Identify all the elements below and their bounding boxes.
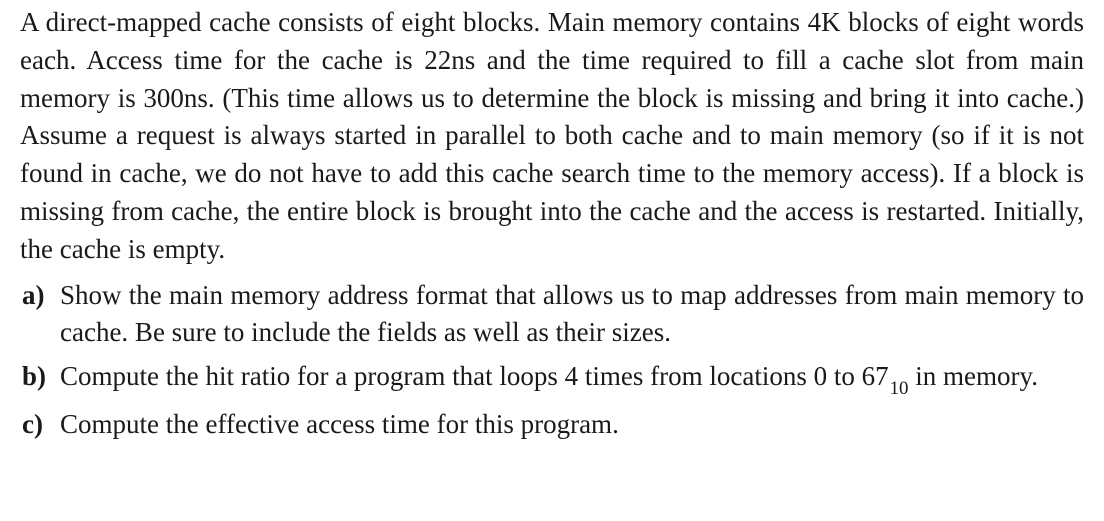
subquestion-a: a) Show the main memory address format t… xyxy=(20,277,1084,353)
subquestion-b-text: Compute the hit ratio for a program that… xyxy=(60,358,1084,400)
question-page: A direct-mapped cache consists of eight … xyxy=(0,0,1104,521)
subscript-base-10: 10 xyxy=(890,378,909,399)
list-marker-b: b) xyxy=(20,358,60,396)
list-marker-a: a) xyxy=(20,277,60,315)
subquestion-b: b) Compute the hit ratio for a program t… xyxy=(20,358,1084,400)
problem-intro: A direct-mapped cache consists of eight … xyxy=(20,4,1084,269)
subquestion-c: c) Compute the effective access time for… xyxy=(20,406,1084,444)
subquestion-b-suffix: in memory. xyxy=(909,361,1038,391)
subquestion-list: a) Show the main memory address format t… xyxy=(20,277,1084,444)
subquestion-c-text: Compute the effective access time for th… xyxy=(60,406,1084,444)
subquestion-a-text: Show the main memory address format that… xyxy=(60,277,1084,353)
list-marker-c: c) xyxy=(20,406,60,444)
subquestion-b-prefix: Compute the hit ratio for a program that… xyxy=(60,361,889,391)
